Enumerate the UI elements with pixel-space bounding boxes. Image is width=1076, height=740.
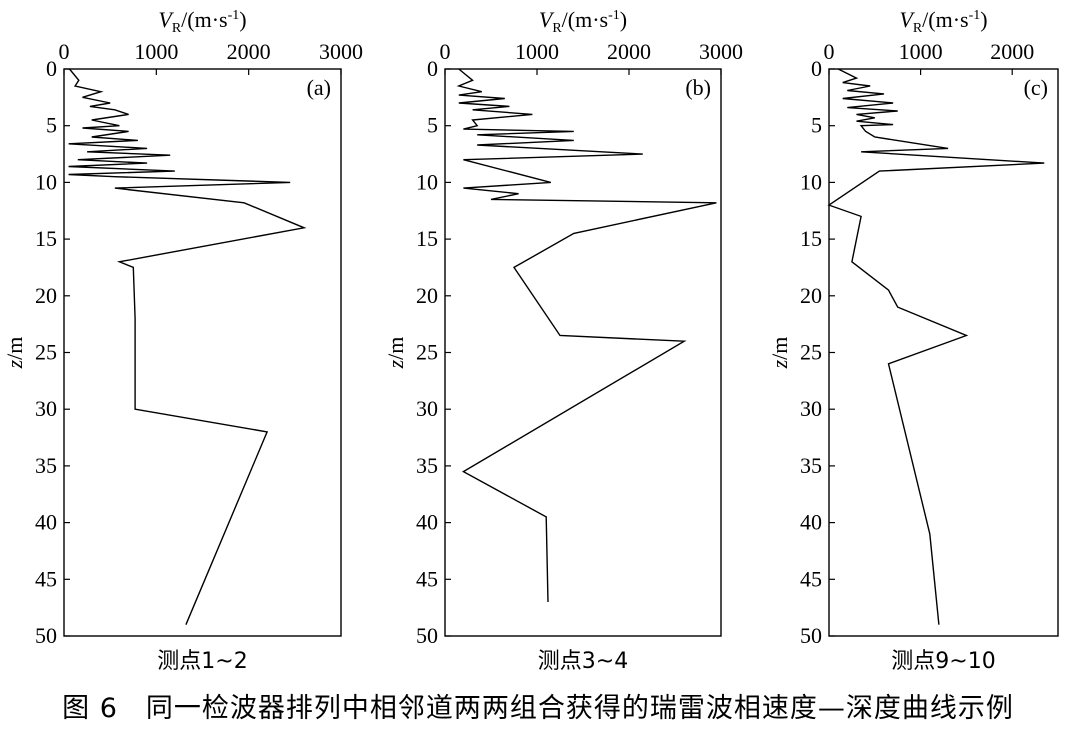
panel-label: (a) — [307, 75, 331, 100]
y-tick-label: 50 — [800, 623, 822, 648]
y-tick-label: 35 — [35, 453, 57, 478]
velocity-depth-line — [68, 68, 307, 625]
y-tick-label: 0 — [427, 56, 438, 81]
y-tick-label: 40 — [800, 510, 822, 535]
x-tick-label: 1000 — [899, 39, 943, 64]
y-tick-label: 5 — [427, 113, 438, 138]
panel-label: (b) — [685, 75, 711, 100]
velocity-depth-line — [827, 68, 1045, 625]
y-tick-label: 45 — [35, 566, 57, 591]
plot-frame — [63, 68, 342, 637]
x-tick-label: 2000 — [990, 39, 1034, 64]
plot-frame — [828, 68, 1059, 637]
y-tick-label: 0 — [811, 56, 822, 81]
y-tick-label: 25 — [800, 340, 822, 365]
y-tick-label: 50 — [416, 623, 438, 648]
y-tick-label: 40 — [416, 510, 438, 535]
panel-subtitle: 测点9~10 — [891, 649, 995, 674]
y-tick-label: 15 — [800, 226, 822, 251]
x-tick-label: 2000 — [607, 39, 651, 64]
y-tick-label: 25 — [35, 340, 57, 365]
chart-panel-c: VR/(m·s-1) 0 1000 2000 0 5 10 15 20 25 30 35 40 45 50 z… — [767, 7, 1059, 674]
y-tick-label: 25 — [416, 340, 438, 365]
y-tick-label: 5 — [811, 113, 822, 138]
y-tick-label: 10 — [800, 169, 822, 194]
y-axis-label: z/m — [383, 337, 408, 370]
y-tick-label: 30 — [35, 396, 57, 421]
x-tick-label: 1000 — [515, 39, 559, 64]
x-tick-label: 0 — [59, 39, 70, 64]
x-axis-label: VR/(m·s-1) — [899, 7, 987, 36]
chart-panel-a: VR/(m·s-1) 0 1000 2000 3000 0 5 10 15 20 25 30 35 40 4… — [2, 7, 363, 674]
y-tick-label: 0 — [46, 56, 57, 81]
y-tick-label: 35 — [800, 453, 822, 478]
y-tick-label: 15 — [35, 226, 57, 251]
figure: VR/(m·s-1)0 1000 2000 300005101520253035404… — [2, 7, 1059, 674]
y-tick-label: 10 — [35, 169, 57, 194]
y-tick-label: 15 — [416, 226, 438, 251]
x-tick-label: 0 — [440, 39, 451, 64]
y-tick-label: 40 — [35, 510, 57, 535]
panel-label: (c) — [1024, 75, 1048, 100]
y-tick-label: 20 — [35, 283, 57, 308]
y-tick-label: 45 — [416, 566, 438, 591]
x-axis-label: VR/(m·s-1) — [539, 7, 627, 36]
y-tick-label: 10 — [416, 169, 438, 194]
panel-subtitle: 测点1~2 — [157, 649, 247, 674]
x-tick-label: 3000 — [319, 39, 363, 64]
y-tick-label: 45 — [800, 566, 822, 591]
plot-frame — [444, 68, 722, 637]
y-tick-label: 20 — [416, 283, 438, 308]
y-axis-label: z/m — [767, 337, 792, 370]
panel-subtitle: 测点3~4 — [538, 649, 628, 674]
x-axis-label: VR/(m·s-1) — [158, 7, 246, 36]
y-axis-label: z/m — [2, 337, 27, 370]
x-tick-label: 1000 — [134, 39, 178, 64]
y-tick-label: 30 — [416, 396, 438, 421]
y-tick-label: 30 — [800, 396, 822, 421]
chart-panel-b: VR/(m·s-1) 0 1000 2000 3000 0 5 10 15 20 25 30 35 40 4… — [383, 7, 743, 674]
x-tick-label: 3000 — [699, 39, 743, 64]
velocity-depth-line — [456, 68, 717, 603]
figure-caption: 图 6 同一检波器排列中相邻道两两组合获得的瑞雷波相速度—深度曲线示例 — [62, 693, 1014, 724]
x-tick-label: 2000 — [227, 39, 271, 64]
y-tick-label: 50 — [35, 623, 57, 648]
y-tick-label: 20 — [800, 283, 822, 308]
y-tick-label: 35 — [416, 453, 438, 478]
x-tick-label: 0 — [824, 39, 835, 64]
y-tick-label: 5 — [46, 113, 57, 138]
